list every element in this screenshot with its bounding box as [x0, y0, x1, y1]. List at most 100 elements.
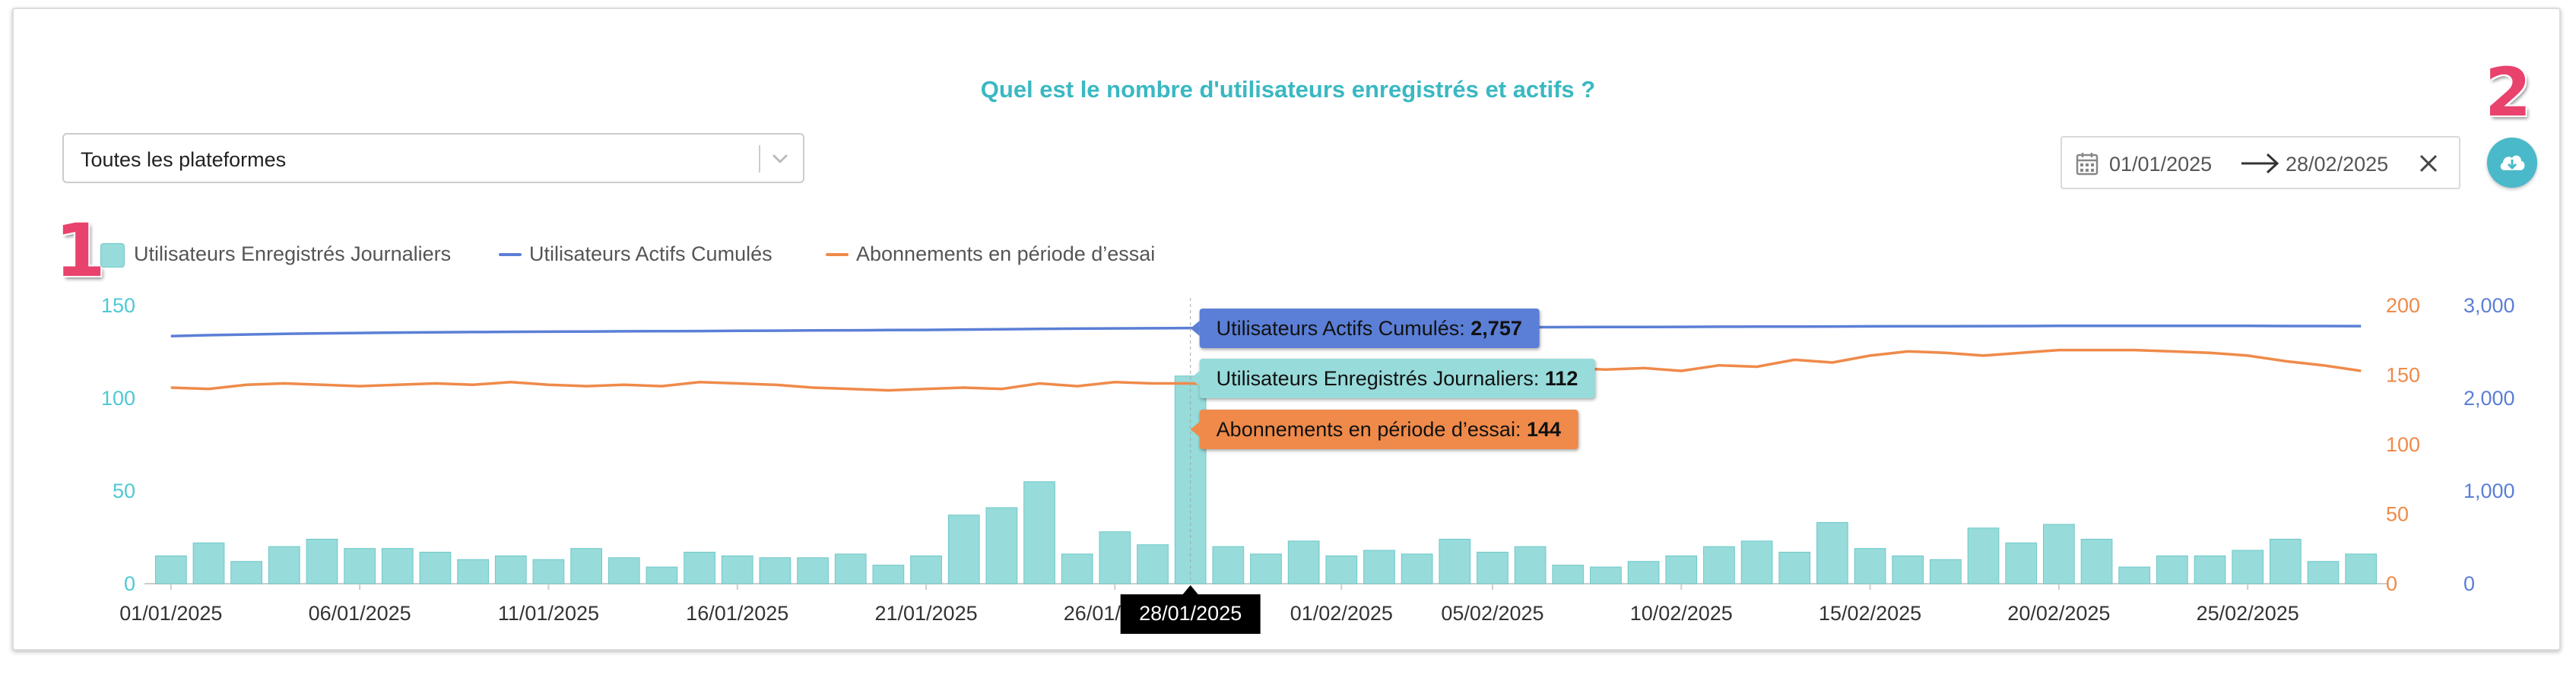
legend-swatch-bar — [100, 243, 125, 268]
tooltip-pointer — [1190, 422, 1200, 437]
bar — [268, 546, 300, 584]
bar — [344, 548, 376, 584]
bar — [2043, 524, 2075, 584]
bar — [381, 548, 414, 584]
download-button[interactable] — [2487, 138, 2537, 188]
bar — [1325, 555, 1358, 584]
middle-y-tick-label: 200 — [2386, 294, 2420, 317]
legend-swatch-line — [826, 253, 849, 256]
bar — [2345, 553, 2378, 584]
bar — [2269, 538, 2302, 584]
x-tick-label: 10/02/2025 — [1630, 602, 1733, 625]
calendar-icon — [2076, 153, 2099, 176]
right-y-tick-label: 2,000 — [2463, 387, 2515, 410]
tooltip-text: Utilisateurs Enregistrés Journaliers: 11… — [1217, 367, 1578, 390]
close-icon[interactable] — [2416, 151, 2441, 176]
bar — [872, 565, 905, 584]
select-separator — [759, 145, 760, 173]
tooltip-value: 144 — [1527, 418, 1561, 441]
bar — [646, 566, 678, 584]
bar — [2118, 566, 2151, 584]
bar — [1665, 555, 1698, 584]
bar — [192, 542, 225, 584]
tooltip-text: Utilisateurs Actifs Cumulés: 2,757 — [1217, 317, 1522, 340]
bar — [1816, 521, 1848, 584]
bar — [985, 507, 1018, 584]
tooltip-value: 112 — [1545, 367, 1578, 390]
date-end-input[interactable]: 28/02/2025 — [2286, 153, 2389, 176]
left-y-tick-label: 150 — [101, 294, 135, 317]
tooltip-value: 2,757 — [1470, 317, 1522, 340]
bar — [910, 555, 942, 584]
bar — [721, 555, 753, 584]
hover-date-pointer — [1182, 585, 1198, 594]
bar — [759, 557, 792, 584]
tooltip-pointer — [1190, 371, 1200, 386]
bar — [1174, 375, 1207, 584]
right-y-tick-label: 0 — [2463, 572, 2475, 595]
bar — [1514, 546, 1547, 584]
tooltip-row: Utilisateurs Enregistrés Journaliers: 11… — [1190, 359, 1595, 398]
x-tick-label: 20/02/2025 — [2007, 602, 2110, 625]
bar — [1250, 553, 1282, 584]
bar — [1061, 553, 1093, 584]
bar — [1740, 540, 1773, 584]
bar — [2232, 549, 2264, 584]
bar — [1439, 538, 1471, 584]
bar — [1627, 561, 1660, 584]
bar — [1703, 546, 1735, 584]
bar — [1892, 555, 1924, 584]
annotation-badge-2: 2 — [2485, 53, 2532, 131]
bar — [494, 555, 527, 584]
right-y-tick-label: 1,000 — [2463, 480, 2515, 502]
tooltip-text: Abonnements en période d’essai: 144 — [1217, 418, 1561, 441]
middle-y-tick-label: 0 — [2386, 572, 2397, 595]
bar — [2080, 538, 2113, 584]
middle-y-tick-label: 50 — [2386, 503, 2409, 526]
tooltip-label: Utilisateurs Enregistrés Journaliers: — [1217, 367, 1545, 390]
bar — [154, 555, 187, 584]
legend-label: Abonnements en période d’essai — [856, 242, 1156, 265]
date-range-picker[interactable]: 01/01/2025 28/02/2025 — [2060, 136, 2460, 189]
x-tick-label: 01/02/2025 — [1290, 602, 1393, 625]
bar — [947, 515, 980, 584]
bar — [457, 559, 489, 584]
bar — [1287, 540, 1320, 584]
x-tick-label: 01/01/2025 — [119, 602, 222, 625]
bar — [797, 557, 829, 584]
cloud-download-icon — [2500, 155, 2525, 170]
chevron-down-icon[interactable] — [766, 145, 794, 173]
bar — [1778, 552, 1811, 584]
tooltip-label: Abonnements en période d’essai: — [1217, 418, 1527, 441]
tooltip-box — [1199, 410, 1578, 449]
x-tick-label: 06/01/2025 — [309, 602, 411, 625]
bar — [1401, 553, 1433, 584]
bar — [1212, 546, 1245, 584]
x-tick-label: 25/02/2025 — [2197, 602, 2299, 625]
tooltip-pointer — [1190, 321, 1200, 336]
tooltip-label: Utilisateurs Actifs Cumulés: — [1217, 317, 1471, 340]
platform-select[interactable]: Toutes les plateformes — [62, 133, 804, 183]
bar — [2156, 555, 2188, 584]
bar — [684, 552, 715, 584]
legend-label: Utilisateurs Actifs Cumulés — [529, 242, 772, 265]
bar — [1023, 481, 1055, 584]
annotation-badge-1: 1 — [55, 208, 106, 293]
x-tick-label: 21/01/2025 — [874, 602, 977, 625]
bar — [1590, 566, 1622, 584]
date-start-input[interactable]: 01/01/2025 — [2109, 153, 2213, 176]
bar — [306, 538, 338, 584]
tooltip-box — [1199, 359, 1595, 398]
bar — [570, 548, 602, 584]
legend-label: Utilisateurs Enregistrés Journaliers — [134, 242, 452, 265]
x-tick-label: 15/02/2025 — [1819, 602, 1921, 625]
tooltip-box — [1199, 309, 1540, 348]
bar — [1854, 548, 1886, 584]
bar — [1552, 565, 1585, 584]
bar — [230, 561, 263, 584]
bar — [1137, 544, 1169, 584]
bar — [1477, 552, 1508, 584]
bar — [608, 557, 640, 584]
arrow-right-icon — [2241, 153, 2279, 174]
